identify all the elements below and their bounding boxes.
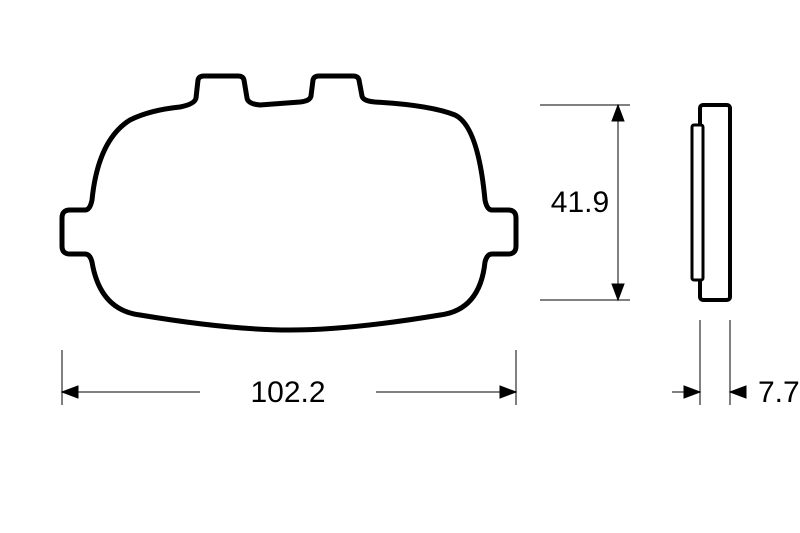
side-friction (692, 125, 703, 280)
width-label: 102.2 (250, 376, 325, 409)
brake-pad-outline (62, 76, 516, 330)
side-view (692, 105, 730, 300)
thickness-dimension (672, 320, 746, 405)
brake-pad-drawing: 102.2 41.9 7.7 (0, 0, 800, 533)
height-label: 41.9 (551, 186, 609, 219)
thickness-label: 7.7 (758, 376, 800, 409)
front-view (62, 76, 516, 330)
